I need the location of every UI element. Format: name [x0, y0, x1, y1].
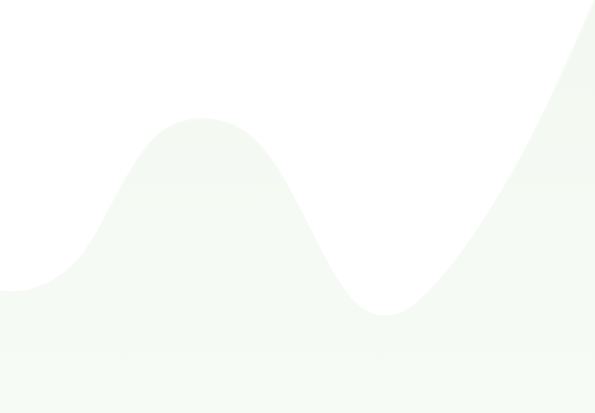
background-wave-edge: [0, 0, 595, 318]
